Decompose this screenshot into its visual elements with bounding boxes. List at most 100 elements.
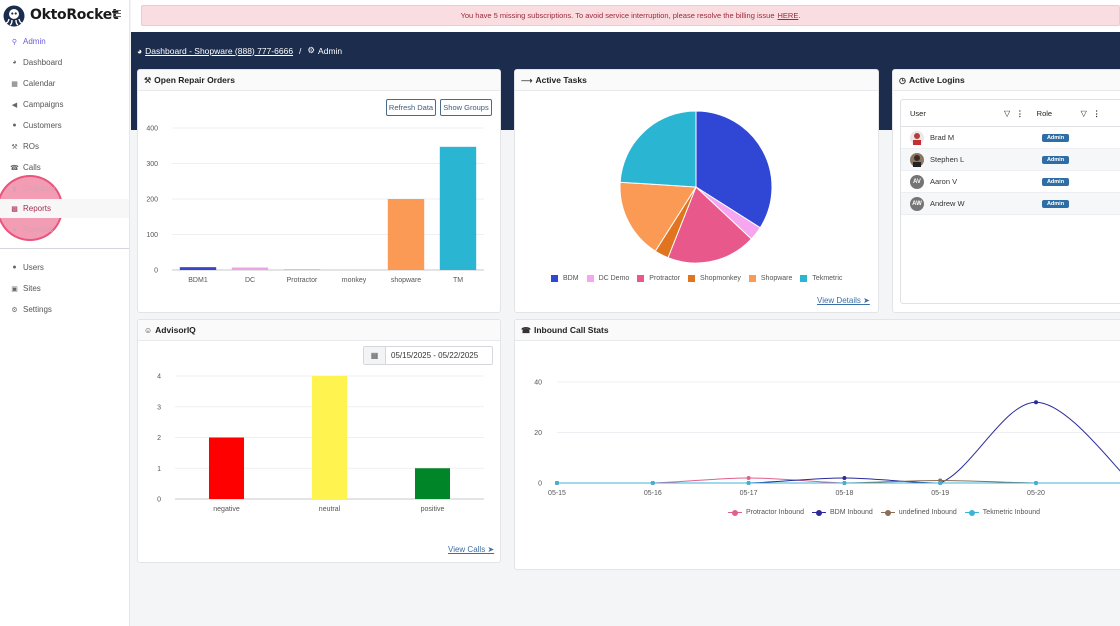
- table-row[interactable]: Brad M Admin: [901, 127, 1120, 149]
- legend-label: BDM: [563, 275, 579, 282]
- card-title: Inbound Call Stats: [534, 325, 609, 335]
- data-point: [1034, 400, 1038, 404]
- dashboard-icon: ◕: [137, 46, 142, 56]
- book-icon: ▮: [10, 184, 19, 193]
- calendar-icon: ▦: [10, 79, 19, 88]
- table-row[interactable]: Stephen L Admin: [901, 149, 1120, 171]
- sidebar-item-label: Sites: [23, 284, 41, 293]
- sidebar-item-settings[interactable]: ⚙ Settings: [0, 300, 129, 319]
- filter-icon[interactable]: ▽: [1004, 109, 1010, 118]
- refresh-data-button[interactable]: Refresh Data: [386, 99, 436, 116]
- legend-marker: [812, 510, 826, 516]
- legend-item[interactable]: Shopware: [749, 275, 793, 282]
- sidebar-item-label: Directory: [23, 184, 55, 193]
- date-range-picker[interactable]: ▦ 05/15/2025 - 05/22/2025: [363, 346, 493, 365]
- sidebar-item-calls[interactable]: ☎ Calls: [0, 158, 129, 177]
- sidebar-item-dashboard[interactable]: ◕ Dashboard: [0, 53, 129, 72]
- bar-chart-icon: ▩: [10, 204, 19, 213]
- table-header: User ▽ ⋮ Role ▽ ⋮: [901, 100, 1120, 127]
- table-row[interactable]: AV Aaron V Admin: [901, 171, 1120, 193]
- sidebar-item-customers[interactable]: ● Customers: [0, 116, 129, 135]
- alert-link[interactable]: HERE: [778, 11, 799, 20]
- sidebar-item-calendar[interactable]: ▦ Calendar: [0, 74, 129, 93]
- legend-item[interactable]: DC Demo: [587, 275, 630, 282]
- legend-item[interactable]: Protractor Inbound: [728, 509, 804, 516]
- sidebar-item-sites[interactable]: ▣ Sites: [0, 279, 129, 298]
- filter-icon[interactable]: ▽: [1081, 109, 1087, 118]
- y-tick-label: 20: [534, 430, 542, 437]
- column-menu-icon[interactable]: ⋮: [1093, 109, 1101, 118]
- x-tick-label: neutral: [319, 506, 341, 513]
- legend-item[interactable]: Protractor: [637, 275, 680, 282]
- legend-item[interactable]: BDM Inbound: [812, 509, 873, 516]
- sidebar-item-label: Settings: [23, 305, 52, 314]
- legend-swatch: [800, 275, 807, 282]
- card-header: ☎ Inbound Call Stats: [515, 320, 1120, 341]
- x-tick-label: shopware: [391, 277, 421, 284]
- megaphone-icon: ◀: [10, 100, 19, 109]
- view-details-link[interactable]: View Details ➤: [817, 296, 870, 305]
- x-tick-label: negative: [213, 506, 240, 513]
- brand-logo[interactable]: OktoRocket: [3, 3, 123, 27]
- date-range-value: 05/15/2025 - 05/22/2025: [386, 351, 478, 360]
- column-header-role[interactable]: Role: [1037, 109, 1081, 118]
- y-tick-label: 0: [157, 497, 161, 504]
- bar: [180, 267, 216, 270]
- sidebar-item-directory[interactable]: ▮ Directory: [0, 179, 129, 198]
- y-tick-label: 400: [146, 126, 158, 133]
- legend-label: Tekmetric Inbound: [983, 509, 1040, 516]
- legend-marker: [965, 510, 979, 516]
- legend-item[interactable]: Tekmetric Inbound: [965, 509, 1040, 516]
- legend-label: BDM Inbound: [830, 509, 873, 516]
- gear-icon: ⚙: [307, 45, 315, 56]
- data-point: [651, 481, 655, 485]
- user-name: Brad M: [930, 133, 954, 142]
- column-header-user[interactable]: User: [910, 109, 1008, 118]
- legend-item[interactable]: Tekmetric: [800, 275, 842, 282]
- sidebar-item-reports[interactable]: ▩ Reports: [0, 199, 129, 218]
- legend-label: Protractor: [649, 275, 680, 282]
- data-point: [555, 481, 559, 485]
- y-tick-label: 100: [146, 232, 158, 239]
- card-header: ⟶ Active Tasks: [515, 70, 878, 91]
- legend-item[interactable]: BDM: [551, 275, 579, 282]
- legend-swatch: [749, 275, 756, 282]
- users-icon: ●: [10, 121, 19, 130]
- bar: [440, 147, 476, 270]
- hamburger-menu-icon[interactable]: [113, 10, 121, 17]
- legend-item[interactable]: Shopmonkey: [688, 275, 741, 282]
- bar: [232, 268, 268, 270]
- sidebar-item-campaigns[interactable]: ◀ Campaigns: [0, 95, 129, 114]
- sidebar-item-reviews[interactable]: ★ Reviews: [0, 220, 129, 239]
- table-row[interactable]: AW Andrew W Admin: [901, 193, 1120, 215]
- breadcrumb-dashboard-link[interactable]: Dashboard - Shopware (888) 777-6666: [145, 46, 293, 56]
- wrench-icon: ⚒: [144, 76, 151, 85]
- data-point: [938, 481, 942, 485]
- x-tick-label: BDM1: [188, 277, 208, 284]
- legend-item[interactable]: undefined Inbound: [881, 509, 957, 516]
- show-groups-button[interactable]: Show Groups: [440, 99, 492, 116]
- legend-label: Tekmetric: [812, 275, 842, 282]
- legend-label: Shopware: [761, 275, 793, 282]
- legend-swatch: [587, 275, 594, 282]
- sidebar-item-admin[interactable]: ⚲ Admin: [0, 32, 129, 51]
- sidebar-item-label: Reports: [23, 204, 51, 213]
- view-calls-link[interactable]: View Calls ➤: [448, 545, 494, 554]
- x-tick-label: Protractor: [287, 277, 318, 284]
- data-point: [747, 476, 751, 480]
- active-logins-table: User ▽ ⋮ Role ▽ ⋮ Brad M Admin Stephen L…: [900, 99, 1120, 304]
- card-title: Open Repair Orders: [154, 75, 235, 85]
- sidebar-item-ros[interactable]: ⚒ ROs: [0, 137, 129, 156]
- legend-swatch: [688, 275, 695, 282]
- x-tick-label: 05-18: [835, 490, 853, 497]
- legend-marker: [728, 510, 742, 516]
- advisoriq-bar-chart: 0 1 2 3 4 negative neutral positive: [138, 368, 501, 518]
- role-badge: Admin: [1042, 178, 1069, 186]
- legend-marker: [881, 510, 895, 516]
- breadcrumb-current: Admin: [318, 46, 342, 56]
- sidebar-item-users[interactable]: ● Users: [0, 258, 129, 277]
- user-name: Andrew W: [930, 199, 965, 208]
- column-menu-icon[interactable]: ⋮: [1016, 109, 1024, 118]
- smile-icon: ☺: [144, 326, 152, 335]
- series-line: [557, 402, 1120, 483]
